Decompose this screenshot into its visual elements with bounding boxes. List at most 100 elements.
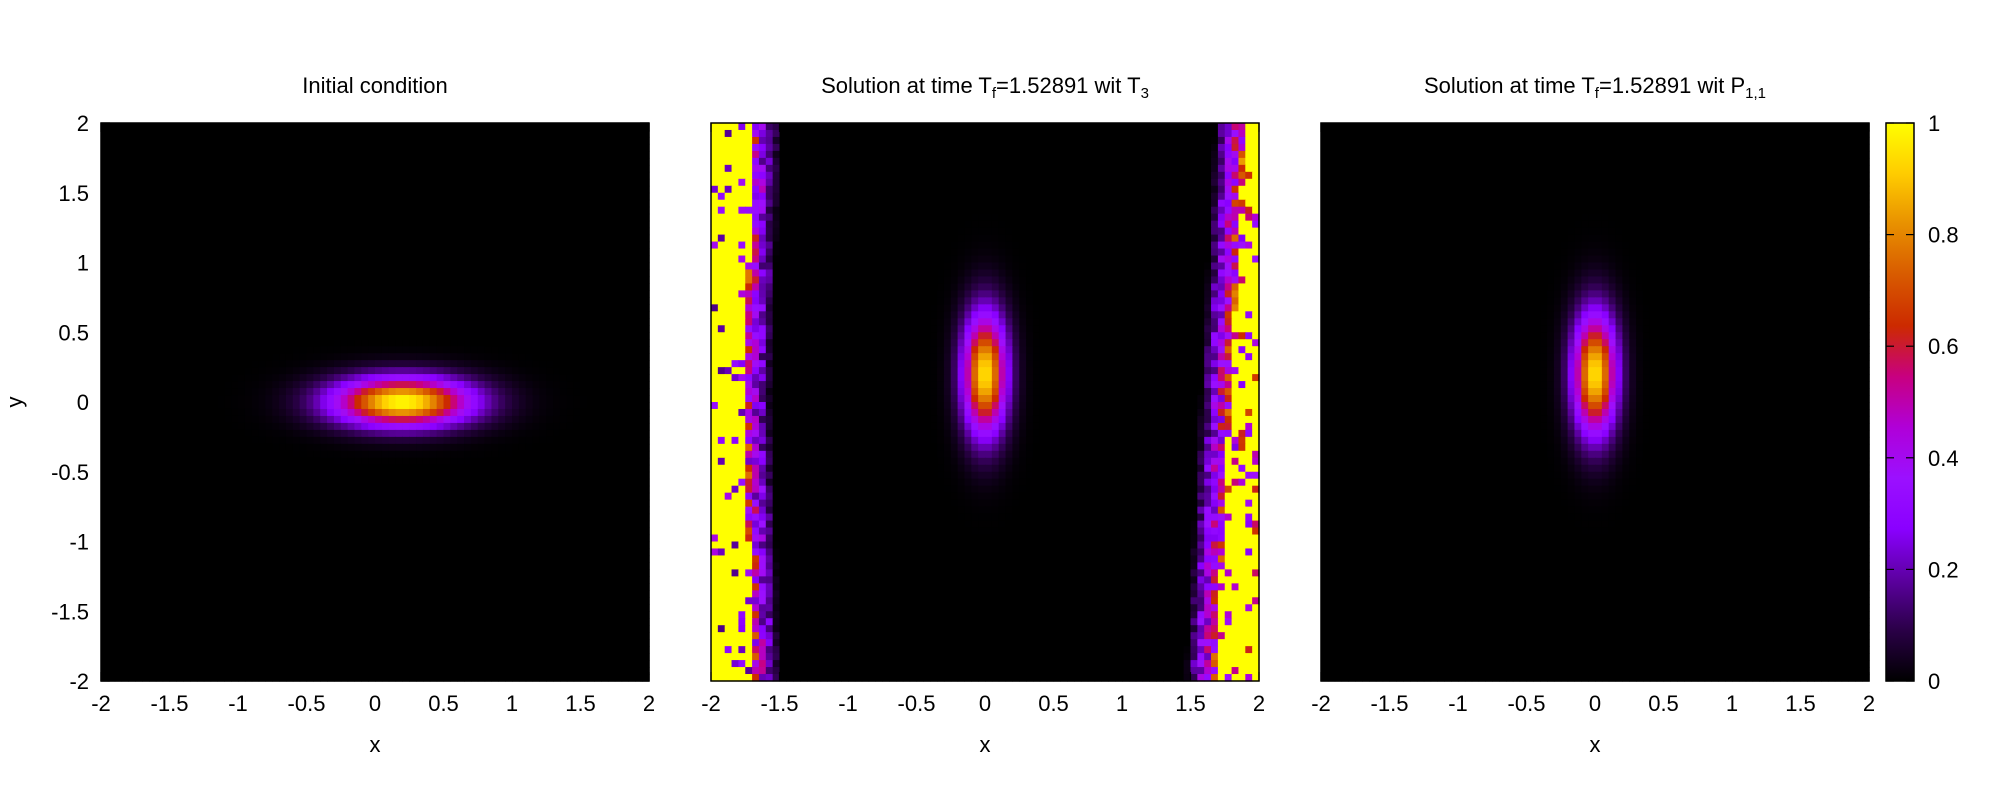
heatmap-cell: [285, 422, 294, 431]
heatmap-cell: [107, 485, 116, 494]
heatmap-cell: [621, 527, 630, 536]
heatmap-cell: [628, 276, 636, 285]
heatmap-cell: [580, 206, 588, 215]
heatmap-cell: [422, 478, 431, 487]
heatmap-cell: [477, 527, 486, 536]
heatmap-cell: [101, 499, 109, 508]
heatmap-cell: [299, 185, 308, 194]
heatmap-cell: [443, 520, 451, 529]
heatmap-cell: [635, 283, 643, 291]
heatmap-cell: [238, 478, 246, 487]
heatmap-cell: [450, 548, 458, 557]
heatmap-cell: [594, 513, 602, 522]
heatmap-cell: [470, 381, 479, 389]
heatmap-cell: [642, 255, 650, 264]
heatmap-cell: [614, 450, 623, 459]
heatmap-cell: [402, 332, 410, 340]
heatmap-cell: [176, 269, 184, 278]
heatmap-cell: [546, 129, 554, 138]
heatmap-cell: [512, 534, 520, 543]
heatmap-cell: [162, 408, 171, 417]
heatmap-cell: [176, 485, 184, 494]
heatmap-cell: [518, 534, 527, 543]
heatmap-cell: [340, 457, 349, 466]
heatmap-cell: [244, 206, 253, 215]
heatmap-cell: [594, 520, 602, 529]
heatmap-cell: [169, 283, 177, 291]
heatmap-cell: [402, 304, 410, 312]
heatmap-cell: [436, 443, 445, 452]
heatmap-cell: [450, 408, 458, 417]
heatmap-cell: [210, 276, 219, 285]
heatmap-cell: [559, 478, 568, 487]
heatmap-cell: [464, 318, 472, 326]
heatmap-cell: [107, 471, 116, 480]
heatmap-cell: [299, 499, 308, 508]
heatmap-cell: [238, 485, 246, 494]
heatmap-cell: [354, 457, 362, 466]
heatmap-cell: [203, 520, 212, 529]
heatmap-cell: [347, 548, 356, 557]
heatmap-cell: [402, 513, 410, 522]
heatmap-cell: [601, 304, 609, 312]
heatmap-cell: [409, 367, 417, 375]
heatmap-cell: [559, 541, 568, 550]
heatmap-cell: [559, 353, 568, 361]
heatmap-cell: [429, 143, 438, 152]
heatmap-cell: [580, 213, 588, 222]
heatmap-cell: [183, 374, 191, 382]
heatmap-cell: [251, 220, 260, 229]
heatmap-cell: [272, 388, 280, 396]
heatmap-cell: [244, 136, 253, 145]
heatmap-cell: [381, 415, 390, 424]
heatmap-cell: [512, 339, 520, 347]
heatmap-cell: [491, 408, 499, 417]
heatmap-cell: [203, 255, 212, 264]
heatmap-cell: [422, 143, 431, 152]
heatmap-cell: [231, 346, 239, 354]
heatmap-cell: [148, 157, 157, 166]
heatmap-cell: [594, 199, 602, 208]
heatmap-cell: [525, 318, 534, 326]
heatmap-cell: [635, 213, 643, 222]
heatmap-cell: [642, 332, 650, 340]
heatmap-cell: [635, 262, 643, 271]
heatmap-cell: [203, 206, 212, 215]
heatmap-cell: [327, 520, 335, 529]
heatmap-cell: [395, 436, 403, 445]
heatmap-cell: [176, 429, 184, 438]
heatmap-cell: [553, 199, 561, 208]
heatmap-cell: [299, 555, 308, 564]
heatmap-cell: [601, 492, 609, 501]
heatmap-cell: [299, 241, 308, 250]
heatmap-cell: [409, 192, 417, 201]
heatmap-cell: [594, 123, 602, 131]
heatmap-cell: [381, 492, 390, 501]
heatmap-cell: [148, 129, 157, 138]
heatmap-cell: [532, 402, 540, 410]
heatmap-cell: [505, 129, 513, 138]
heatmap-cell: [244, 353, 253, 361]
heatmap-cell: [436, 234, 445, 243]
heatmap-cell: [238, 513, 246, 522]
heatmap-cell: [375, 248, 383, 257]
heatmap-cell: [601, 276, 609, 285]
heatmap-cell: [388, 157, 397, 166]
heatmap-cell: [142, 374, 150, 382]
heatmap-cell: [642, 123, 650, 131]
heatmap-cell: [285, 506, 294, 515]
heatmap-cell: [450, 157, 458, 166]
heatmap-cell: [121, 234, 129, 243]
heatmap-cell: [628, 178, 636, 187]
heatmap-cell: [422, 241, 431, 250]
heatmap-cell: [484, 227, 493, 236]
heatmap-cell: [176, 255, 184, 264]
heatmap-cell: [525, 262, 534, 271]
heatmap-cell: [429, 129, 438, 138]
heatmap-cell: [450, 513, 458, 522]
heatmap-cell: [231, 534, 239, 543]
heatmap-cell: [422, 206, 431, 215]
heatmap-cell: [128, 227, 136, 236]
heatmap-cell: [614, 129, 623, 138]
heatmap-cell: [621, 367, 630, 375]
